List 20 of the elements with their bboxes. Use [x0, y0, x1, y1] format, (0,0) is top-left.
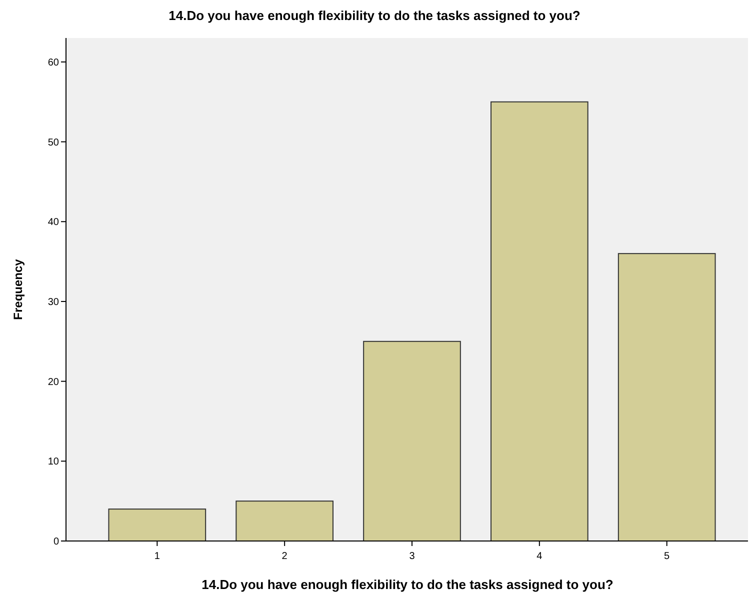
y-tick-label: 10 — [48, 456, 60, 468]
bar — [363, 340, 461, 542]
chart-title: 14.Do you have enough flexibility to do the tasks assigned to you? — [168, 8, 580, 23]
y-tick-label: 0 — [53, 536, 60, 548]
x-tick-label: 3 — [409, 551, 416, 562]
bar — [490, 101, 588, 542]
bar — [236, 500, 334, 542]
x-axis-title: 14.Do you have enough flexibility to do the tasks assigned to you? — [202, 577, 614, 592]
bar — [618, 253, 716, 542]
y-tick-label: 30 — [48, 296, 60, 308]
x-tick-label: 1 — [154, 551, 160, 562]
y-tick-label: 50 — [48, 137, 60, 148]
y-tick-label: 40 — [48, 217, 60, 228]
y-tick-label: 20 — [48, 376, 60, 388]
x-tick-label: 2 — [282, 551, 288, 562]
x-tick-label: 4 — [536, 551, 543, 562]
y-tick-label: 60 — [48, 57, 60, 68]
x-tick-label: 5 — [664, 551, 670, 562]
bar — [108, 508, 206, 542]
y-axis-title: Frequency — [11, 258, 25, 320]
